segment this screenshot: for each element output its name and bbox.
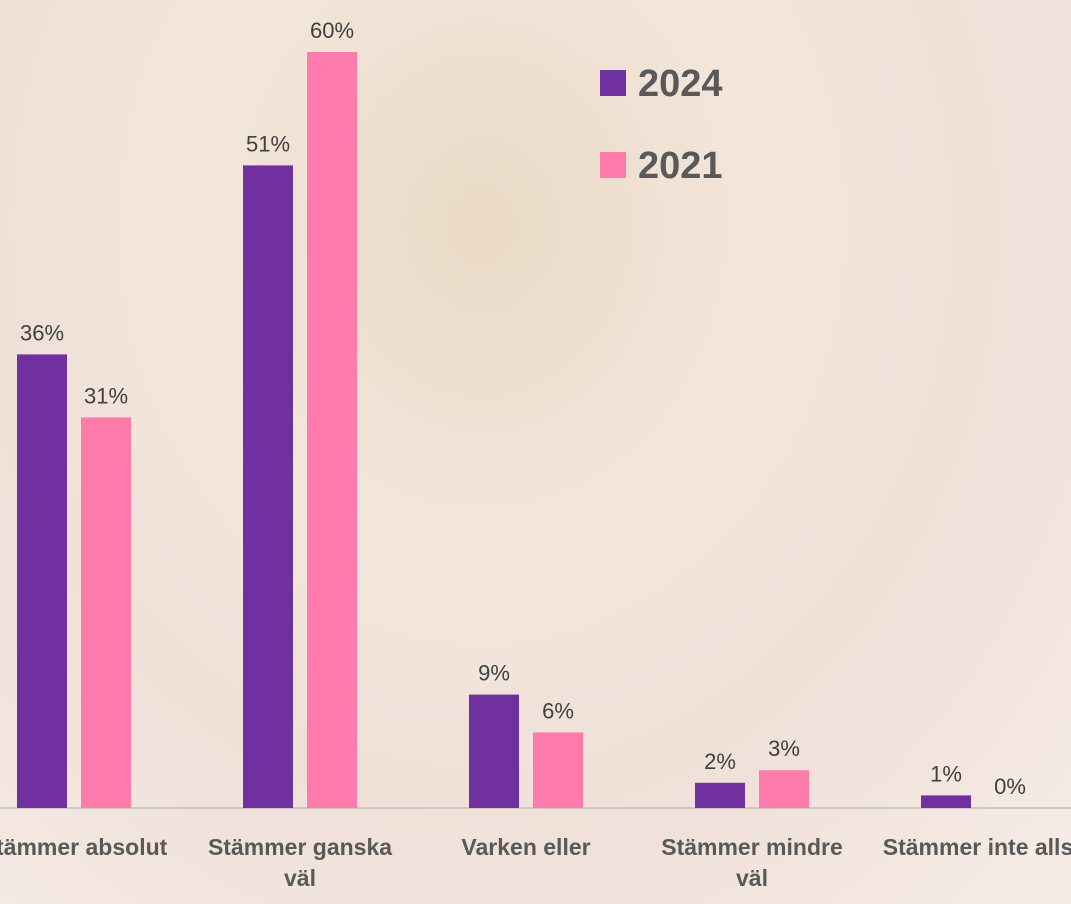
bar: [469, 694, 519, 808]
value-label: 9%: [478, 661, 510, 686]
legend-swatch: [600, 70, 626, 96]
x-tick-label: Stämmer ganska väl: [207, 834, 393, 891]
legend-label: 2021: [638, 145, 723, 187]
value-label: 51%: [246, 131, 290, 156]
value-label: 31%: [84, 383, 128, 408]
value-label: 1%: [930, 761, 962, 786]
bar: [307, 52, 357, 808]
bar: [695, 782, 745, 808]
x-tick-label: Stämmer absolut: [0, 834, 168, 860]
value-label: 60%: [310, 18, 354, 43]
bar: [921, 795, 971, 808]
bar: [81, 417, 131, 808]
x-tick-label: Stämmer inte alls: [882, 834, 1071, 860]
bar: [759, 770, 809, 808]
x-tick-label: Stämmer mindre väl: [661, 834, 843, 891]
bar: [533, 732, 583, 808]
value-label: 2%: [704, 749, 736, 774]
legend-swatch: [600, 152, 626, 178]
value-label: 36%: [20, 320, 64, 345]
value-label: 0%: [994, 774, 1026, 799]
x-tick-label: Varken eller: [461, 834, 591, 860]
value-label: 3%: [768, 736, 800, 761]
bar: [243, 165, 293, 808]
legend-label: 2024: [638, 63, 723, 105]
bar: [17, 354, 67, 808]
value-label: 6%: [542, 698, 574, 723]
